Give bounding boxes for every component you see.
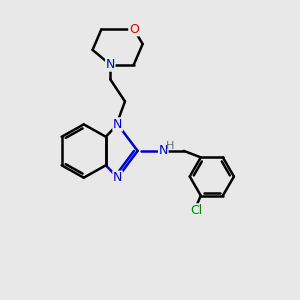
Text: N: N [113, 171, 122, 184]
Text: O: O [129, 23, 139, 36]
Text: N: N [159, 144, 168, 158]
Text: N: N [106, 58, 115, 71]
Text: N: N [113, 118, 122, 131]
Text: H: H [166, 141, 174, 151]
Text: Cl: Cl [190, 204, 202, 217]
